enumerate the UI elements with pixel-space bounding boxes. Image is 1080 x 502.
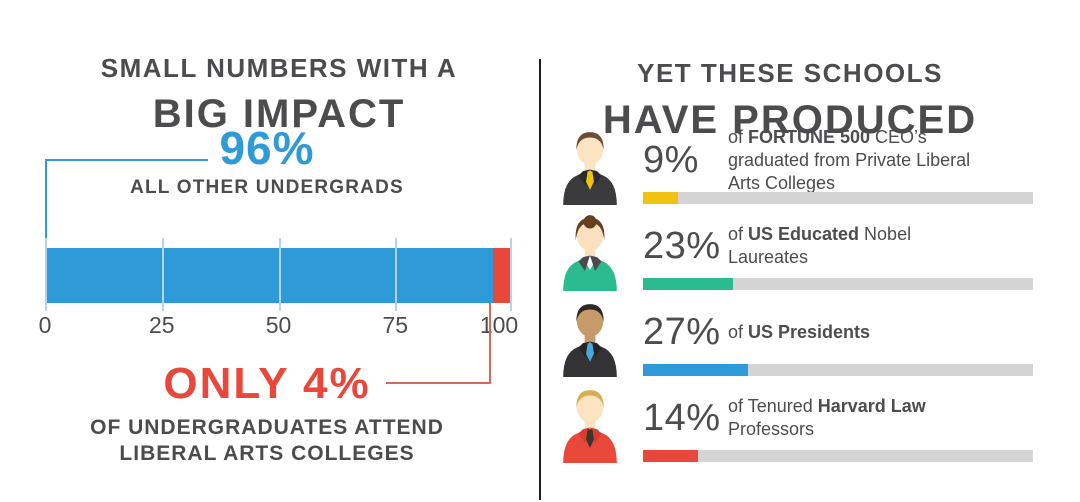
- desc-prefix: of: [728, 321, 749, 342]
- blue-callout-vertical-line: [45, 159, 47, 250]
- left-title-line1: SMALL NUMBERS WITH A: [100, 53, 458, 84]
- desc-suffix: Nobel Laureates: [728, 224, 912, 267]
- red-callout-horizontal-line: [386, 382, 491, 384]
- axis-tick-label-100: 100: [479, 312, 519, 338]
- right-title-line1: YET THESE SCHOOLS: [637, 57, 943, 88]
- desc-suffix: CEO’s graduated from Private Liberal Art…: [728, 126, 971, 193]
- only-4-percent-value: ONLY 4%: [163, 359, 371, 408]
- desc-bold: US Presidents: [748, 321, 871, 342]
- stat-bar-track: [643, 278, 1033, 290]
- axis-tick-label-0: 0: [38, 312, 52, 338]
- gridline-0: [45, 238, 47, 311]
- left-title-line2: BIG IMPACT: [152, 91, 406, 136]
- axis-tick-label-50: 50: [265, 312, 292, 338]
- desc-bold: FORTUNE 500: [748, 126, 871, 147]
- desc-prefix: of Tenured: [728, 396, 818, 416]
- axis-tick-label-75: 75: [382, 312, 409, 338]
- stat-description: of FORTUNE 500 CEO’s graduated from Priv…: [728, 126, 988, 195]
- stat-row-us-presidents: 27% of US Presidents: [540, 297, 1040, 377]
- liberal-arts-label-line1: OF UNDERGRADUATES ATTEND: [90, 416, 444, 439]
- x-axis: 0 25 50 75 100: [39, 312, 519, 340]
- big-percent-label: ALL OTHER UNDERGRADS: [130, 177, 404, 198]
- fortune-500-ceo-avatar: [554, 127, 626, 205]
- red-callout-vertical-line: [489, 303, 491, 384]
- stat-description: of US Presidents: [728, 321, 870, 344]
- bar-segment-all-other-undergrads: [45, 248, 494, 303]
- desc-bold: US Educated: [748, 224, 860, 244]
- desc-bold: Harvard Law: [817, 396, 926, 416]
- liberal-arts-label-line2: LIBERAL ARTS COLLEGES: [119, 442, 415, 465]
- us-president-avatar: [554, 299, 626, 377]
- gridline-75: [395, 238, 398, 311]
- blue-callout-horizontal-line: [45, 159, 208, 161]
- nobel-laureate-avatar: [554, 213, 626, 291]
- axis-tick-label-25: 25: [148, 312, 175, 338]
- stat-bar-track: [643, 364, 1033, 376]
- desc-suffix: Professors: [728, 419, 815, 439]
- desc-prefix: of: [728, 224, 749, 244]
- stat-description: of US Educated Nobel Laureates: [728, 223, 988, 269]
- gridline-100: [510, 238, 512, 311]
- left-panel: SMALL NUMBERS WITH A BIG IMPACT 96% ALL …: [39, 53, 519, 465]
- stat-row-harvard-law: 14% of Tenured Harvard Law Professors: [540, 383, 1040, 463]
- stat-bar-fill: [643, 450, 698, 462]
- stat-value: 23%: [643, 224, 721, 267]
- stat-value: 27%: [643, 310, 721, 353]
- stat-bar-fill: [643, 364, 749, 376]
- stat-bar-fill: [643, 278, 733, 290]
- right-panel: YET THESE SCHOOLS HAVE PRODUCED 9% of FO…: [540, 0, 1040, 502]
- stat-bar-fill: [643, 192, 679, 204]
- gridline-25: [161, 238, 164, 311]
- stat-row-fortune-500: 9% of FORTUNE 500 CEO’s graduated from P…: [540, 125, 1040, 205]
- right-title-line2: HAVE PRODUCED: [602, 98, 978, 143]
- bar-segment-liberal-arts: [493, 248, 512, 303]
- gridline-50: [278, 238, 281, 311]
- big-percent-value: 96%: [219, 122, 315, 174]
- stat-bar-track: [643, 450, 1033, 462]
- harvard-law-professor-avatar: [554, 385, 626, 463]
- stat-value: 14%: [643, 396, 721, 439]
- stat-bar-track: [643, 192, 1033, 204]
- stat-row-nobel-laureates: 23% of US Educated Nobel Laureates: [540, 211, 1040, 291]
- stat-value: 9%: [643, 138, 699, 181]
- divider-line: [539, 59, 541, 500]
- stat-description: of Tenured Harvard Law Professors: [728, 395, 988, 441]
- desc-prefix: of: [728, 126, 749, 147]
- undergrad-stacked-bar-chart: [45, 238, 512, 311]
